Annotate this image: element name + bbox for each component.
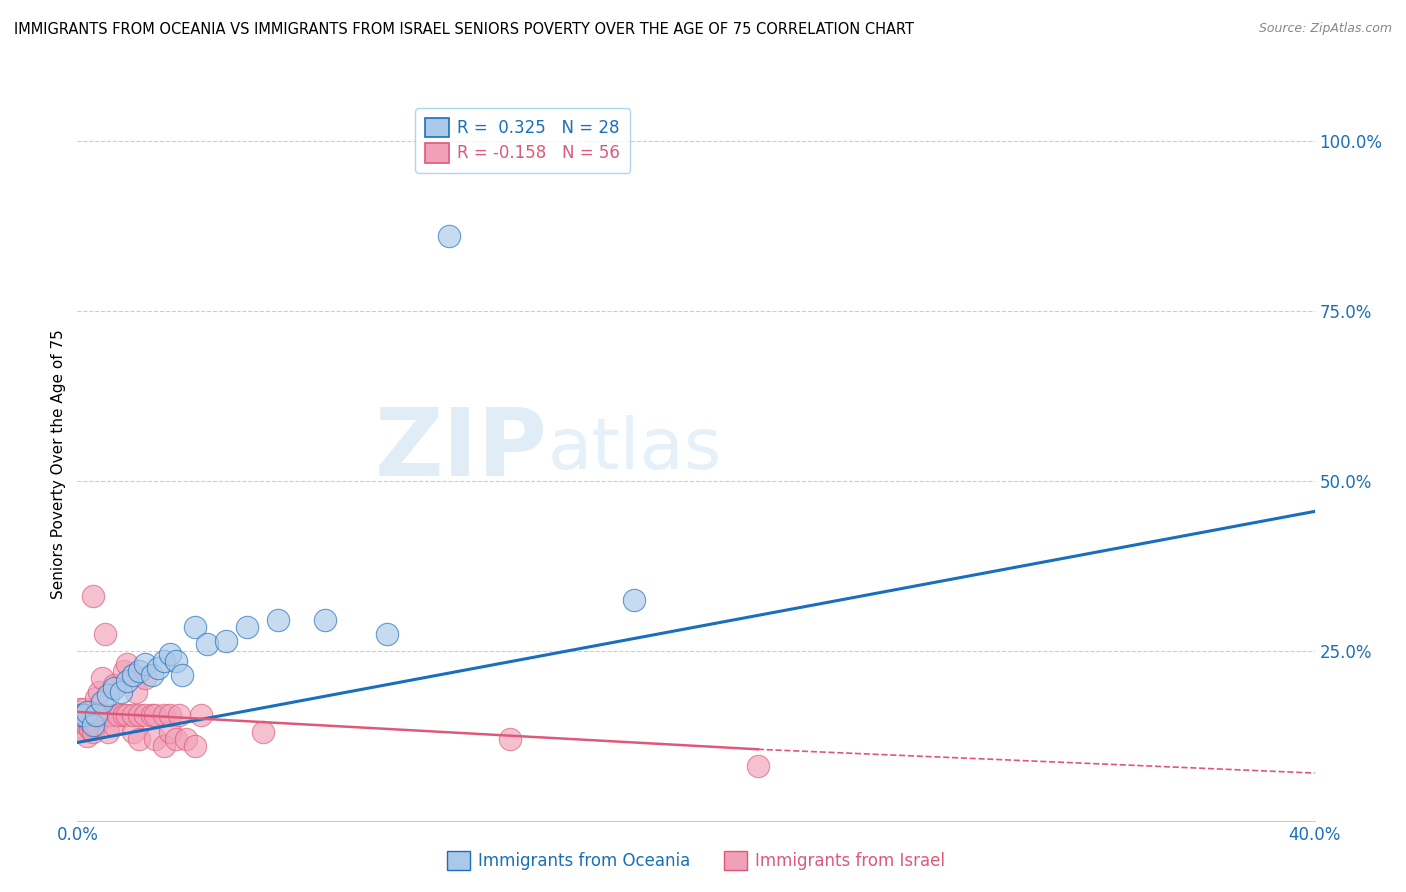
Point xyxy=(115,708,138,723)
Point xyxy=(100,708,122,723)
Point xyxy=(252,725,274,739)
Point xyxy=(84,691,107,706)
Point xyxy=(174,732,197,747)
Point xyxy=(134,671,156,685)
Point xyxy=(747,759,769,773)
Point xyxy=(69,708,91,723)
Point xyxy=(82,590,104,604)
Point xyxy=(72,708,94,723)
Point xyxy=(141,708,163,723)
Point xyxy=(110,684,132,698)
Point xyxy=(94,626,117,640)
Point xyxy=(153,654,176,668)
Point xyxy=(184,739,207,753)
Point xyxy=(84,718,107,732)
Text: atlas: atlas xyxy=(547,415,721,484)
Point xyxy=(184,620,207,634)
Point xyxy=(159,725,181,739)
Point xyxy=(115,657,138,672)
Point xyxy=(84,708,107,723)
Point xyxy=(69,708,91,723)
Point xyxy=(153,708,176,723)
Point xyxy=(153,739,176,753)
Point xyxy=(128,664,150,678)
Point xyxy=(190,708,212,723)
Point xyxy=(172,667,194,681)
Point xyxy=(112,708,135,723)
Point xyxy=(103,718,125,732)
Point xyxy=(143,708,166,723)
Point xyxy=(195,637,218,651)
Point xyxy=(76,705,98,719)
Point xyxy=(141,667,163,681)
Point xyxy=(79,715,101,730)
Point xyxy=(623,592,645,607)
Point xyxy=(103,681,125,695)
Point xyxy=(97,708,120,723)
Point xyxy=(375,626,398,640)
Point xyxy=(122,725,145,739)
Point xyxy=(97,688,120,702)
Point xyxy=(159,708,181,723)
Point xyxy=(215,633,238,648)
Point xyxy=(82,718,104,732)
Point xyxy=(72,722,94,736)
Point xyxy=(82,725,104,739)
Point xyxy=(122,708,145,723)
Point xyxy=(91,671,114,685)
Point xyxy=(69,701,91,715)
Point xyxy=(91,695,114,709)
Point xyxy=(69,715,91,730)
Point xyxy=(76,729,98,743)
Point xyxy=(143,732,166,747)
Point xyxy=(122,667,145,681)
Point xyxy=(134,657,156,672)
Point xyxy=(115,674,138,689)
Legend: Immigrants from Oceania, Immigrants from Israel: Immigrants from Oceania, Immigrants from… xyxy=(440,844,952,877)
Point xyxy=(112,664,135,678)
Point xyxy=(76,708,98,723)
Point xyxy=(437,229,460,244)
Point xyxy=(169,708,191,723)
Point xyxy=(165,654,187,668)
Point xyxy=(125,684,148,698)
Point xyxy=(499,732,522,747)
Point xyxy=(134,708,156,723)
Point xyxy=(165,732,187,747)
Point xyxy=(97,725,120,739)
Point xyxy=(236,620,259,634)
Point xyxy=(267,613,290,627)
Text: Source: ZipAtlas.com: Source: ZipAtlas.com xyxy=(1258,22,1392,36)
Point xyxy=(79,705,101,719)
Y-axis label: Seniors Poverty Over the Age of 75: Seniors Poverty Over the Age of 75 xyxy=(51,329,66,599)
Point xyxy=(128,732,150,747)
Point xyxy=(146,661,169,675)
Point xyxy=(159,647,181,661)
Point xyxy=(314,613,336,627)
Point xyxy=(72,701,94,715)
Point xyxy=(76,718,98,732)
Point xyxy=(72,712,94,726)
Point xyxy=(82,708,104,723)
Point xyxy=(103,678,125,692)
Text: ZIP: ZIP xyxy=(374,403,547,496)
Point xyxy=(94,708,117,723)
Point xyxy=(128,708,150,723)
Point xyxy=(91,708,114,723)
Point xyxy=(84,708,107,723)
Point xyxy=(107,708,129,723)
Text: IMMIGRANTS FROM OCEANIA VS IMMIGRANTS FROM ISRAEL SENIORS POVERTY OVER THE AGE O: IMMIGRANTS FROM OCEANIA VS IMMIGRANTS FR… xyxy=(14,22,914,37)
Point xyxy=(87,684,110,698)
Point xyxy=(79,722,101,736)
Point xyxy=(87,708,110,723)
